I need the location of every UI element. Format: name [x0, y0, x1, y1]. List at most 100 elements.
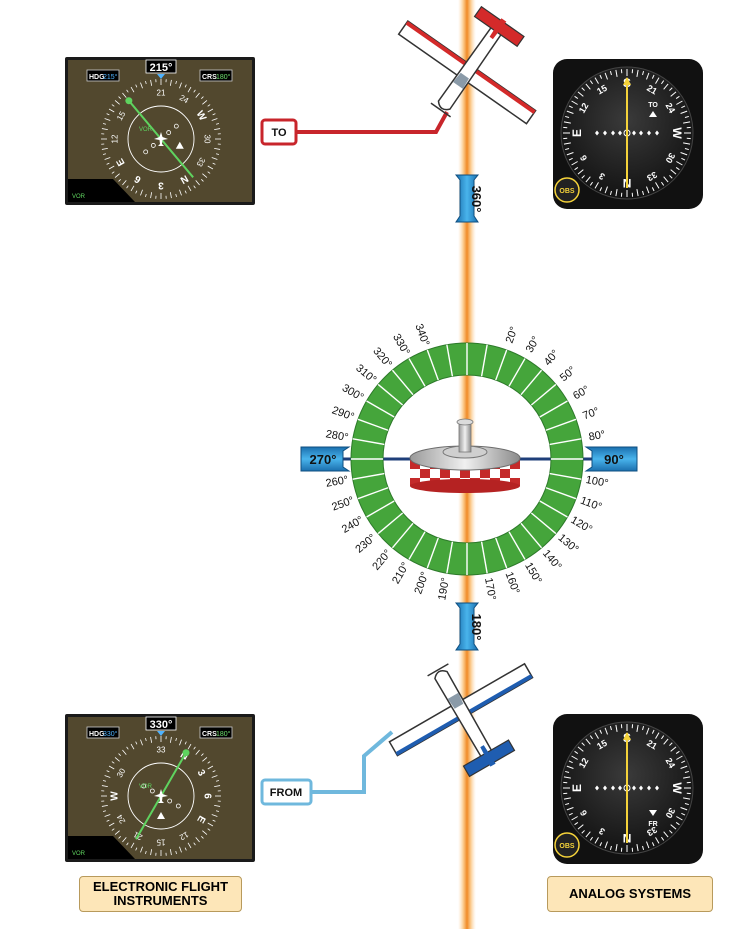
vor-card-tick: [655, 77, 660, 84]
card-tick: [215, 810, 220, 812]
vor-card-tick: [563, 797, 571, 800]
rose-degree-label: 240°: [340, 514, 366, 536]
vor-card-tick: [566, 152, 574, 156]
crs-label: CRS: [202, 74, 217, 81]
rose-degree-label: 40°: [542, 348, 562, 368]
card-tick: [104, 157, 111, 160]
heading-readout-box: [145, 716, 177, 731]
vor-card-tick: [565, 770, 570, 773]
card-tick: [135, 84, 138, 88]
vor-card-tick: [565, 148, 570, 151]
vor-card-mark: 3: [597, 171, 606, 182]
rose-tick: [446, 344, 454, 377]
card-tick: [150, 849, 153, 856]
card-tick: [104, 118, 111, 121]
card-tick: [187, 842, 192, 849]
card-tick: [118, 836, 121, 839]
rose-tick: [480, 344, 488, 377]
vor-card-tick: [565, 115, 570, 118]
crs-label: CRS: [202, 731, 217, 738]
vor-card-tick: [683, 797, 691, 800]
card-tick: [179, 189, 182, 196]
card-tick: [118, 179, 121, 182]
to-from-flag: TO: [648, 102, 658, 109]
vor-dot: [632, 130, 636, 136]
vor-card-tick: [676, 755, 683, 760]
plane-propeller: [427, 663, 449, 677]
card-tick: [211, 118, 218, 121]
rose-tick: [508, 531, 526, 560]
card-tick: [175, 737, 177, 742]
rose-degree-label: 320°: [370, 345, 394, 370]
vor-card-tick: [684, 770, 689, 773]
vor-card-tick: [684, 115, 689, 118]
cdi-dot: [167, 798, 173, 804]
card-tick: [175, 80, 177, 85]
card-tick: [179, 82, 182, 89]
inner-ring: [127, 762, 195, 830]
vor-card-tick: [680, 152, 688, 156]
rose-tick: [520, 369, 543, 396]
inner-ring: [127, 105, 195, 173]
rose-degree-label: 330°: [390, 332, 412, 358]
rose-tick: [520, 522, 543, 549]
vor-card-tick: [684, 148, 689, 151]
vor-dot: [603, 130, 607, 136]
rose-tick: [357, 418, 389, 431]
rose-degree-label: 70°: [581, 405, 601, 422]
vor-card-tick: [609, 190, 612, 195]
vor-card-tick: [609, 71, 612, 76]
aircraft-symbol: [154, 132, 168, 146]
card-tick: [114, 830, 120, 835]
rose-degree-label: 160°: [503, 570, 522, 595]
card-tick: [201, 179, 204, 182]
vor-card-tick: [585, 831, 591, 838]
card-tick: [211, 775, 218, 778]
vor-dot: [655, 130, 659, 136]
card-tick: [114, 757, 120, 762]
vor-card-tick: [599, 729, 603, 734]
crs-value: 180°: [216, 73, 231, 81]
vor-card-mark: 6: [578, 153, 589, 162]
vor-card-tick: [563, 121, 571, 124]
vor-card-tick: [670, 746, 677, 752]
card-tick: [211, 814, 218, 817]
vor-card-tick: [675, 95, 680, 99]
vor-card-tick: [675, 750, 680, 754]
vor-card-tick: [661, 181, 665, 186]
obs-knob[interactable]: [554, 832, 580, 858]
rose-tick: [357, 487, 389, 500]
card-tick: [104, 775, 111, 778]
card-tick: [108, 108, 115, 113]
station-checker-cell: [480, 469, 490, 478]
card-tick: [214, 147, 221, 150]
station-checker-cell: [510, 478, 520, 486]
vor-indicator-top: SWNE21243033361215TOOBS: [553, 59, 703, 209]
obs-knob[interactable]: [554, 177, 580, 203]
to-from-arrow: [649, 810, 657, 816]
course-pointer-head: [125, 97, 133, 105]
vor-card-tick: [651, 74, 655, 79]
vor-card-tick: [683, 776, 691, 779]
vor-card-tick: [566, 807, 574, 811]
vor-card-tick: [615, 69, 618, 77]
card-tick: [140, 189, 143, 196]
cdi-dot: [150, 143, 156, 148]
rose-degree-label: 140°: [540, 548, 564, 573]
rose-degree-label: 310°: [353, 362, 378, 386]
vor-card-tick: [663, 83, 669, 90]
rose-degree-label: 190°: [436, 577, 452, 602]
card-tick: [102, 810, 107, 812]
vor-dot: [639, 130, 643, 136]
vor-card-tick: [568, 760, 573, 764]
vor-card-tick: [594, 837, 599, 844]
aircraft-symbol: [154, 789, 168, 803]
vor-card-tick: [642, 726, 645, 731]
crs-box: [199, 69, 233, 82]
vor-card-tick: [615, 724, 618, 732]
bearing-360-label: 360°: [469, 186, 484, 213]
to-from-indicator: [157, 812, 165, 819]
card-tick: [140, 846, 143, 853]
card-tick: [104, 814, 111, 817]
